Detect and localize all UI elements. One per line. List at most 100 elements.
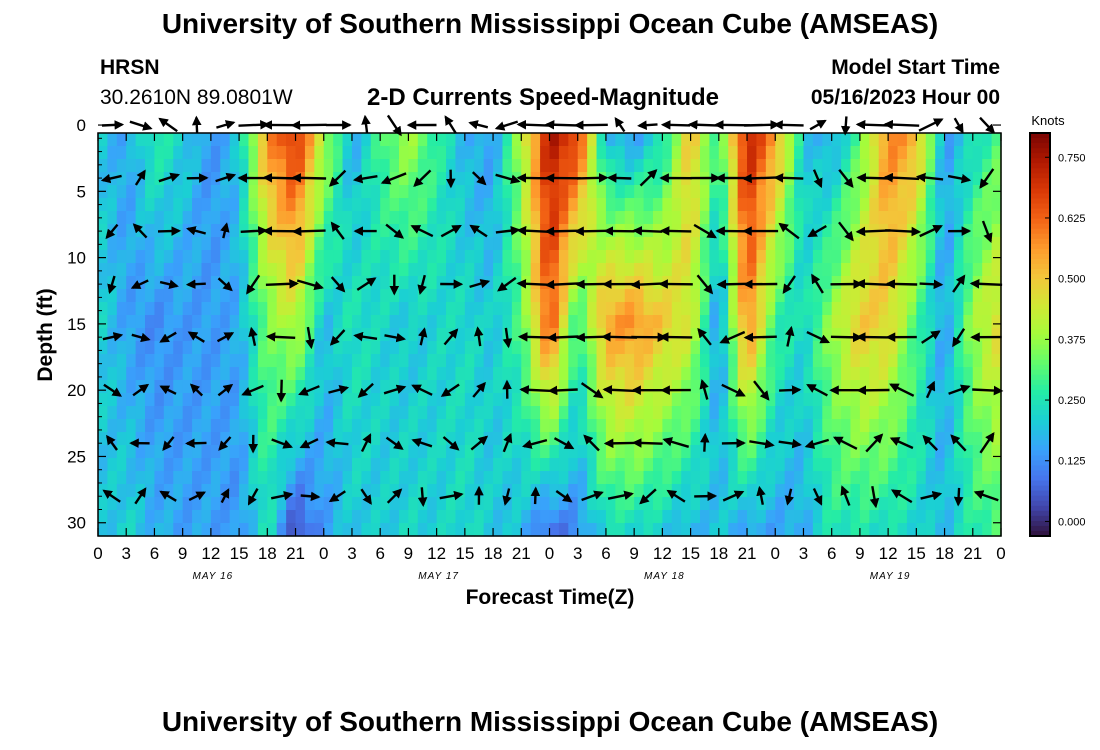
heatmap-cell xyxy=(417,289,428,303)
heatmap-cell xyxy=(577,159,588,173)
heatmap-cell xyxy=(323,380,334,394)
heatmap-cell xyxy=(220,315,231,329)
colorbar-tick-label: 0.250 xyxy=(1058,395,1086,407)
x-tick-label: 0 xyxy=(996,544,1005,563)
heatmap-cell xyxy=(493,263,504,277)
colorbar-swatch xyxy=(1030,279,1050,285)
heatmap-cell xyxy=(784,406,795,420)
heatmap-cell xyxy=(944,458,955,472)
heatmap-cell xyxy=(596,445,607,459)
heatmap-cell xyxy=(295,302,306,316)
heatmap-cell xyxy=(314,198,325,212)
heatmap-cell xyxy=(192,367,203,381)
heatmap-cell xyxy=(483,237,494,251)
heatmap-cell xyxy=(605,341,616,355)
x-tick-label: 15 xyxy=(455,544,474,563)
heatmap-cell xyxy=(822,159,833,173)
heatmap-cell xyxy=(248,237,259,251)
heatmap-cell xyxy=(587,367,598,381)
heatmap-cell xyxy=(925,289,936,303)
heatmap-cell xyxy=(878,510,889,524)
heatmap-cell xyxy=(370,471,381,485)
colorbar-swatch xyxy=(1030,525,1050,532)
heatmap-cell xyxy=(690,302,701,316)
heatmap-cell xyxy=(493,211,504,225)
heatmap-cell xyxy=(803,211,814,225)
heatmap-cell xyxy=(107,250,118,264)
heatmap-cell xyxy=(587,380,598,394)
heatmap-cell xyxy=(897,432,908,446)
heatmap-cell xyxy=(286,302,297,316)
heatmap-cell xyxy=(154,458,165,472)
colorbar-swatch xyxy=(1030,394,1050,401)
heatmap-cell xyxy=(925,315,936,329)
heatmap-cell xyxy=(220,458,231,472)
heatmap-cell xyxy=(493,315,504,329)
heatmap-cell xyxy=(568,510,579,524)
heatmap-cell xyxy=(878,341,889,355)
heatmap-cell xyxy=(681,185,692,199)
heatmap-cell xyxy=(634,341,645,355)
heatmap-cell xyxy=(906,497,917,511)
heatmap-cell xyxy=(370,484,381,498)
heatmap-cell xyxy=(427,471,438,485)
heatmap-cell xyxy=(474,276,485,290)
heatmap-cell xyxy=(521,211,532,225)
heatmap-cell xyxy=(690,419,701,433)
heatmap-cell xyxy=(747,198,758,212)
heatmap-cell xyxy=(304,471,315,485)
heatmap-cell xyxy=(351,250,362,264)
current-arrow xyxy=(522,438,548,449)
current-arrow xyxy=(883,172,920,183)
heatmap-cell xyxy=(351,289,362,303)
current-arrow xyxy=(356,277,377,291)
heatmap-cell xyxy=(145,497,156,511)
heatmap-cell xyxy=(239,523,250,537)
heatmap-cell xyxy=(126,354,137,368)
heatmap-cell xyxy=(916,471,927,485)
heatmap-cell xyxy=(944,471,955,485)
heatmap-cell xyxy=(671,289,682,303)
heatmap-cell xyxy=(173,302,184,316)
heatmap-cell xyxy=(728,237,739,251)
heatmap-cell xyxy=(991,159,1002,173)
heatmap-cell xyxy=(370,432,381,446)
heatmap-cell xyxy=(718,445,729,459)
heatmap-cell xyxy=(173,263,184,277)
heatmap-cell xyxy=(483,354,494,368)
heatmap-cell xyxy=(822,302,833,316)
heatmap-cell xyxy=(935,250,946,264)
colorbar-swatch xyxy=(1030,415,1050,421)
heatmap-cell xyxy=(765,328,776,342)
current-arrow xyxy=(779,385,802,395)
heatmap-cell xyxy=(756,276,767,290)
current-arrow xyxy=(753,380,770,401)
heatmap-cell xyxy=(511,406,522,420)
heatmap-cell xyxy=(351,315,362,329)
heatmap-cell xyxy=(483,263,494,277)
heatmap-cell xyxy=(747,523,758,537)
heatmap-cell xyxy=(878,276,889,290)
heatmap-cell xyxy=(192,471,203,485)
current-arrow xyxy=(413,169,432,188)
heatmap-cell xyxy=(906,341,917,355)
heatmap-cell xyxy=(314,367,325,381)
heatmap-cell xyxy=(803,328,814,342)
heatmap-cell xyxy=(888,146,899,160)
heatmap-cell xyxy=(549,159,560,173)
heatmap-cell xyxy=(587,198,598,212)
heatmap-cell xyxy=(624,354,635,368)
heatmap-cell xyxy=(229,237,240,251)
heatmap-cell xyxy=(295,289,306,303)
heatmap-cell xyxy=(859,406,870,420)
heatmap-cell xyxy=(314,419,325,433)
current-arrow xyxy=(386,114,402,137)
heatmap-cell xyxy=(98,276,109,290)
heatmap-cell xyxy=(587,159,598,173)
heatmap-cell xyxy=(455,328,466,342)
heatmap-cell xyxy=(126,146,137,160)
colorbar-swatch xyxy=(1030,520,1050,527)
heatmap-cell xyxy=(145,276,156,290)
heatmap-cell xyxy=(408,458,419,472)
heatmap-cell xyxy=(652,471,663,485)
